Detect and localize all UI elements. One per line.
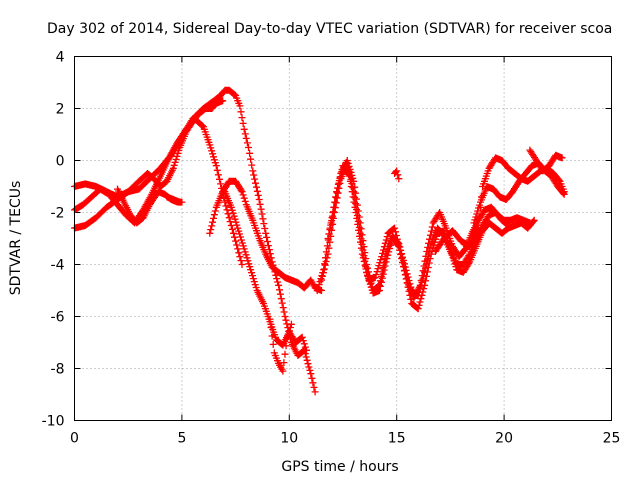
series-14 (526, 146, 566, 175)
x-tick-label: 25 (603, 431, 621, 447)
y-tick-label: -2 (51, 206, 65, 222)
series-7-markers (266, 315, 295, 375)
y-tick-label: -10 (42, 414, 65, 430)
data-series (71, 86, 568, 396)
series-9 (318, 159, 538, 313)
y-tick-label: 4 (56, 50, 65, 66)
series-11 (391, 167, 403, 183)
x-tick-label: 15 (388, 431, 406, 447)
plot-frame (74, 56, 612, 421)
series-5 (206, 177, 325, 294)
x-tick-label: 20 (495, 431, 513, 447)
y-axis-label: SDTVAR / TECUs (8, 181, 24, 296)
y-tick-label: 2 (56, 102, 65, 118)
series-2-markers (71, 86, 319, 396)
x-tick-label: 10 (280, 431, 298, 447)
series-10 (324, 157, 512, 300)
y-tick-label: -4 (51, 258, 65, 274)
series-6-markers (221, 188, 310, 354)
x-axis-label: GPS time / hours (281, 459, 398, 475)
y-tick-label: -8 (51, 362, 65, 378)
x-tick-label: 0 (70, 431, 79, 447)
series-6 (221, 188, 310, 354)
series-11-markers (391, 167, 403, 183)
series-14-markers (526, 146, 566, 175)
series-2 (71, 86, 319, 396)
chart-title: Day 302 of 2014, Sidereal Day-to-day VTE… (47, 21, 612, 37)
series-7 (266, 315, 295, 375)
x-tick-labels: 0 5 10 15 20 25 (70, 431, 620, 447)
series-5-markers (206, 177, 325, 294)
grid-lines (74, 56, 612, 421)
y-tick-label: -6 (51, 310, 65, 326)
series-15 (163, 193, 184, 206)
series-9-markers (318, 159, 538, 313)
series-15-markers (163, 193, 184, 206)
y-tick-labels: -10 -8 -6 -4 -2 0 2 4 (42, 50, 65, 430)
y-tick-label: 0 (56, 154, 65, 170)
series-10-markers (324, 157, 512, 300)
x-tick-label: 5 (177, 431, 186, 447)
axis-ticks (74, 56, 612, 421)
